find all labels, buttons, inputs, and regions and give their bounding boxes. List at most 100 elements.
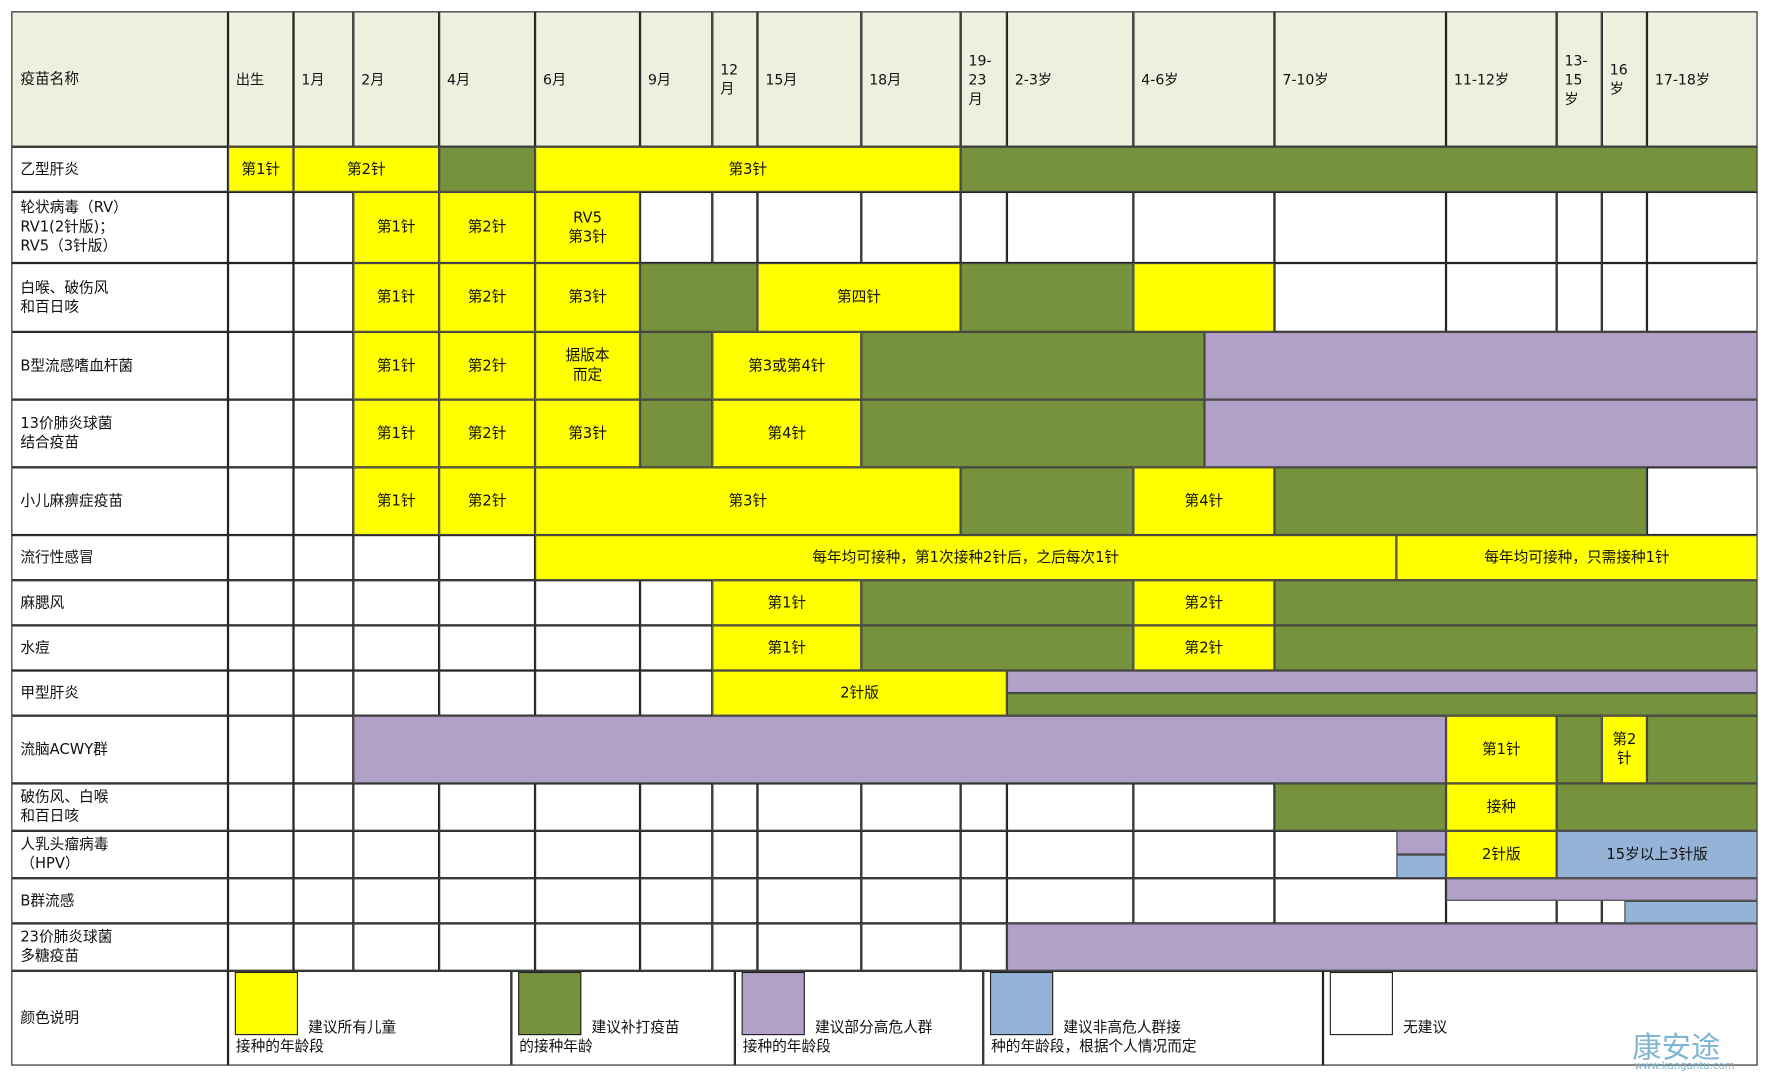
empty-cell <box>861 878 961 924</box>
segment <box>1006 670 1758 694</box>
empty-cell <box>1274 263 1447 332</box>
header-cell: 11-12岁 <box>1446 11 1557 147</box>
segment: 2针版 <box>712 670 1007 716</box>
empty-cell <box>712 923 758 971</box>
segment: 每年均可接种，第1次接种2针后，之后每次1针 <box>535 535 1397 581</box>
segment: 第2针 <box>1133 580 1275 626</box>
segment <box>861 399 1205 468</box>
empty-cell <box>439 923 536 971</box>
empty-cell <box>535 580 641 626</box>
empty-cell <box>439 535 536 581</box>
header-cell: 17-18岁 <box>1646 11 1758 147</box>
empty-cell <box>535 878 641 924</box>
row-name: 破伤风、白喉 和百日咳 <box>11 783 229 831</box>
segment: 第2针 <box>439 263 536 332</box>
empty-cell <box>293 580 354 626</box>
row-name: 白喉、破伤风 和百日咳 <box>11 263 229 332</box>
legend-swatch <box>741 971 805 1036</box>
empty-cell <box>1006 830 1134 879</box>
empty-cell <box>1133 878 1275 924</box>
legend-swatch <box>989 971 1054 1036</box>
legend-cell <box>983 970 1323 1066</box>
header-cell: 12 月 <box>712 11 758 147</box>
segment: 第3针 <box>535 399 641 468</box>
empty-cell <box>640 670 713 716</box>
empty-cell <box>228 580 294 626</box>
empty-cell <box>228 783 294 831</box>
legend-cell <box>511 970 735 1066</box>
segment <box>1274 580 1758 626</box>
header-cell: 1月 <box>293 11 354 147</box>
empty-cell <box>293 878 354 924</box>
empty-cell <box>293 191 354 264</box>
empty-cell <box>439 625 536 671</box>
segment <box>861 625 1134 671</box>
empty-cell <box>757 191 862 264</box>
segment <box>439 146 536 192</box>
row-name: 人乳头瘤病毒 （HPV） <box>11 830 229 879</box>
empty-cell <box>640 923 713 971</box>
empty-cell <box>228 830 294 879</box>
empty-cell <box>439 878 536 924</box>
row-name: 水痘 <box>11 625 229 671</box>
empty-cell <box>439 830 536 879</box>
empty-cell <box>353 830 440 879</box>
empty-cell <box>1274 878 1447 924</box>
empty-cell <box>535 783 641 831</box>
empty-cell <box>293 331 354 400</box>
empty-cell <box>1133 783 1275 831</box>
empty-cell <box>293 670 354 716</box>
empty-cell <box>1446 263 1557 332</box>
segment <box>1556 715 1602 784</box>
segment <box>1204 331 1758 400</box>
segment <box>1006 693 1758 716</box>
segment <box>1274 467 1647 536</box>
segment: 接种 <box>1446 783 1557 831</box>
empty-cell <box>439 783 536 831</box>
segment <box>861 580 1134 626</box>
empty-cell <box>712 878 758 924</box>
row-name: 13价肺炎球菌 结合疫苗 <box>11 399 229 468</box>
empty-cell <box>1446 191 1557 264</box>
empty-cell <box>353 535 440 581</box>
empty-cell <box>757 830 862 879</box>
watermark-url: www.kangantu.com <box>1634 1061 1735 1073</box>
segment: 第2针 <box>439 467 536 536</box>
empty-cell <box>228 625 294 671</box>
empty-cell <box>712 830 758 879</box>
empty-cell <box>293 535 354 581</box>
segment: 第4针 <box>1133 467 1275 536</box>
empty-cell <box>1133 830 1275 879</box>
legend-swatch <box>518 971 582 1036</box>
segment: 每年均可接种，只需接种1针 <box>1396 535 1758 581</box>
segment: 第四针 <box>757 263 961 332</box>
segment: 第1针 <box>353 191 440 264</box>
empty-cell <box>293 625 354 671</box>
row-name: 乙型肝炎 <box>11 146 229 192</box>
empty-cell <box>1646 263 1758 332</box>
segment <box>960 467 1134 536</box>
segment <box>640 263 758 332</box>
empty-cell <box>1601 263 1647 332</box>
segment <box>1396 854 1447 879</box>
empty-cell <box>353 923 440 971</box>
legend-text: 建议所有儿童 接种的年龄段 <box>235 1019 397 1056</box>
empty-cell <box>535 670 641 716</box>
header-cell: 19- 23 月 <box>960 11 1007 147</box>
segment <box>1133 263 1275 332</box>
segment: 第1针 <box>712 580 862 626</box>
empty-cell <box>1006 191 1134 264</box>
empty-cell <box>293 399 354 468</box>
empty-cell <box>640 191 713 264</box>
empty-cell <box>1646 191 1758 264</box>
empty-cell <box>1274 191 1447 264</box>
empty-cell <box>353 580 440 626</box>
row-name: B型流感嗜血杆菌 <box>11 331 229 400</box>
segment: 第1针 <box>353 399 440 468</box>
legend-swatch <box>234 971 299 1036</box>
segment <box>1204 399 1758 468</box>
empty-cell <box>293 783 354 831</box>
header-cell: 2-3岁 <box>1006 11 1134 147</box>
segment <box>353 715 1447 784</box>
empty-cell <box>640 783 713 831</box>
